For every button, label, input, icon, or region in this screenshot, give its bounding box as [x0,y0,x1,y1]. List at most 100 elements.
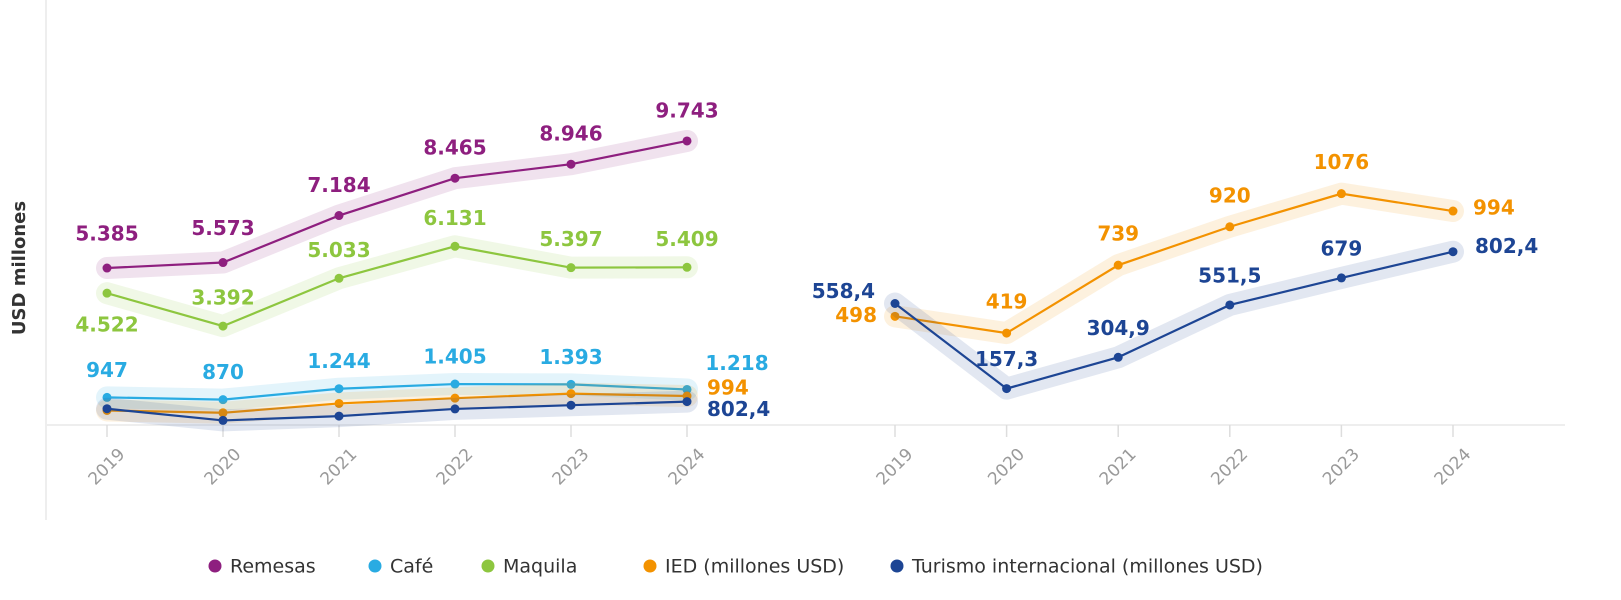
point [682,136,692,146]
y-axis-label: USD millones [9,201,30,335]
data-label: 1.244 [307,349,370,373]
x-tick-label: 2019 [85,445,130,490]
x-tick-label: 2020 [201,445,246,490]
line [106,245,688,328]
point [334,273,344,283]
x-tick-label: 2022 [1207,445,1252,490]
data-label: 8.946 [539,122,602,146]
legend-marker [890,559,904,573]
point [102,288,112,298]
point [566,159,576,169]
data-label: 1.393 [539,345,602,369]
line [106,139,688,270]
point [1336,273,1346,283]
point [1113,352,1123,362]
point [334,398,344,408]
data-label: 1076 [1314,150,1370,174]
data-label: 5.397 [539,227,602,251]
legend-marker [208,559,222,573]
point [450,393,460,403]
point [334,211,344,221]
data-label: 947 [86,358,128,382]
point [566,389,576,399]
point [1448,206,1458,216]
legend-marker [481,559,495,573]
legend-label: Café [390,556,433,578]
point [566,379,576,389]
x-tick-label: 2024 [665,445,710,490]
data-label: 419 [986,290,1028,314]
point [450,241,460,251]
legend-label: Turismo internacional (millones USD) [911,556,1263,578]
x-tick-label: 2020 [984,445,1029,490]
point [450,404,460,414]
legend-marker [643,559,657,573]
line [894,250,1454,390]
point [334,411,344,421]
data-label: 9.743 [655,98,718,122]
data-label: 920 [1209,183,1251,207]
point [218,321,228,331]
point [218,258,228,268]
legend-label: IED (millones USD) [665,556,844,578]
point [682,262,692,272]
point [682,384,692,394]
data-label: 739 [1097,222,1139,246]
data-label: 558,4 [812,279,875,303]
line [106,392,688,414]
point [1002,384,1012,394]
data-label: 994 [707,376,749,400]
data-label: 870 [202,360,244,384]
line [106,382,688,401]
line [106,400,688,422]
point [1002,328,1012,338]
data-label: 1.405 [423,345,486,369]
data-label: 304,9 [1087,316,1150,340]
data-label: 498 [835,303,877,327]
data-label: 551,5 [1198,263,1261,287]
x-tick-label: 2024 [1431,445,1476,490]
data-label: 5.033 [307,238,370,262]
point [102,392,112,402]
legend-label: Maquila [503,556,577,578]
point [450,379,460,389]
data-label: 157,3 [975,347,1038,371]
data-label: 3.392 [191,286,254,310]
data-label: 8.465 [423,136,486,160]
point [1448,247,1458,257]
legend-label: Remesas [230,556,316,578]
data-label: 994 [1473,196,1515,220]
x-tick-label: 2021 [1096,445,1141,490]
point [218,395,228,405]
point [1336,189,1346,199]
data-label: 4.522 [75,313,138,337]
line [894,192,1454,335]
data-label: 5.409 [655,227,718,251]
point [682,397,692,407]
point [102,404,112,414]
x-tick-label: 2019 [873,445,918,490]
point [450,173,460,183]
point [890,298,900,308]
data-label: 1.218 [705,351,768,375]
data-label: 802,4 [707,397,770,421]
legend-marker [368,559,382,573]
point [566,263,576,273]
point [334,384,344,394]
point [890,311,900,321]
data-label: 679 [1321,236,1363,260]
point [1113,260,1123,270]
point [218,415,228,425]
data-label: 5.385 [75,222,138,246]
point [566,400,576,410]
point [1225,300,1235,310]
point [218,408,228,418]
point [102,263,112,273]
data-label: 7.184 [307,173,370,197]
data-label: 5.573 [191,216,254,240]
x-tick-label: 2023 [549,445,594,490]
data-label: 802,4 [1475,234,1538,258]
point [1225,222,1235,232]
x-tick-label: 2023 [1319,445,1364,490]
